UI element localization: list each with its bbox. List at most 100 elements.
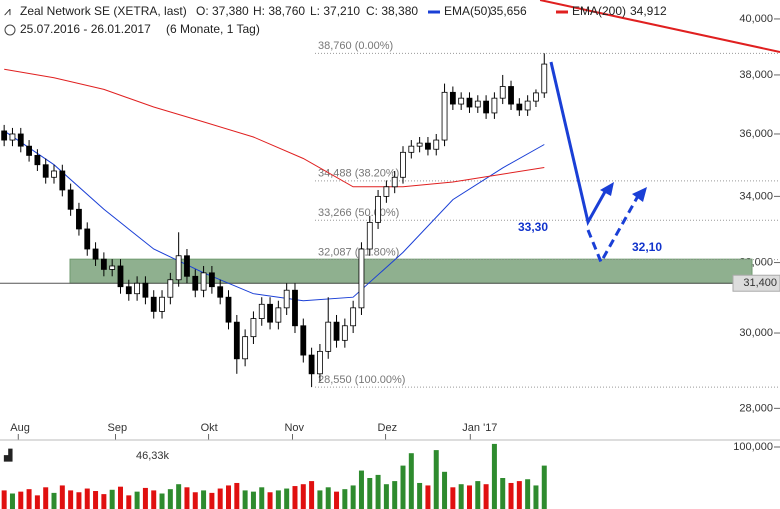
volume-bar	[425, 485, 431, 509]
candle-body	[17, 133, 24, 147]
candle-body	[283, 289, 290, 309]
volume-bar	[1, 490, 7, 509]
candle-body	[275, 307, 282, 323]
volume-bar	[267, 492, 273, 509]
volume-bar	[325, 487, 331, 509]
volume-bar	[375, 474, 381, 509]
volume-bar	[234, 482, 240, 509]
candle-body	[375, 195, 381, 223]
candle-body	[92, 248, 99, 260]
header-bg	[0, 0, 540, 38]
volume-bar	[18, 491, 24, 509]
volume-bar	[250, 491, 256, 509]
y-tick-label: 40,000	[739, 13, 773, 25]
fib-label: 33,266 (50.00%)	[318, 207, 399, 219]
volume-bar	[109, 489, 115, 509]
candle-body	[416, 142, 423, 147]
candle-body	[67, 189, 74, 210]
candle-body	[491, 97, 498, 114]
volume-bar	[300, 484, 306, 509]
volume-bar	[292, 486, 298, 509]
candle-body	[208, 272, 215, 288]
candle-body	[408, 145, 415, 153]
x-tick-label: Jan '17	[462, 422, 497, 434]
volume-label: 46,33k	[136, 450, 170, 462]
volume-bar	[201, 490, 207, 509]
volume-bar	[350, 485, 356, 509]
x-tick-label: Aug	[10, 422, 30, 434]
candle-body	[308, 354, 315, 375]
y-tick-label: 30,000	[739, 327, 773, 339]
volume-bar	[51, 492, 57, 509]
candle-body	[1, 130, 8, 141]
volume-bar	[217, 488, 223, 509]
trend-line	[539, 0, 780, 53]
icon: ⩘	[4, 4, 11, 18]
candle-body	[159, 296, 165, 312]
candle-body	[225, 296, 232, 323]
legend-value: 35,656	[490, 4, 527, 18]
x-tick-label: Dez	[378, 422, 398, 434]
volume-bar	[466, 485, 472, 509]
candle-body	[200, 272, 207, 291]
candle-body	[325, 321, 332, 352]
candle-body	[383, 186, 390, 197]
annotation: 33,30	[518, 220, 548, 234]
candle-body	[51, 170, 57, 178]
volume-bar	[34, 495, 40, 509]
candle-body	[76, 208, 82, 230]
candle-body	[474, 100, 481, 108]
ema-line	[3, 130, 545, 302]
volume-bar	[475, 481, 481, 509]
candle-body	[449, 91, 456, 105]
candle-body	[26, 145, 32, 156]
volume-bar	[342, 489, 348, 509]
candle-body	[9, 133, 16, 141]
candle-body	[433, 139, 440, 150]
volume-bar	[367, 478, 373, 509]
header-value: C: 38,380	[366, 4, 418, 18]
volume-bar	[134, 491, 140, 509]
candle-body	[533, 92, 539, 102]
volume-panel: 100,000 46,33k	[1, 441, 780, 509]
candle-body	[34, 155, 41, 166]
candle-body	[441, 91, 448, 141]
volume-bar	[84, 488, 90, 509]
volume-bar	[159, 493, 165, 509]
projection-arrow-dashed	[586, 195, 640, 266]
volume-bar	[209, 492, 215, 509]
volume-bar	[516, 481, 522, 509]
candle-body	[175, 255, 182, 281]
candle-body	[425, 142, 431, 150]
volume-bar	[309, 481, 315, 509]
volume-bar	[151, 490, 157, 509]
y-tick-label: 100,000	[733, 441, 773, 453]
candle-body	[458, 97, 465, 105]
volume-bar	[9, 493, 15, 509]
candle-body	[242, 336, 249, 360]
volume-bar	[392, 481, 398, 509]
candle-body	[217, 286, 224, 298]
volume-bar	[284, 488, 290, 509]
y-tick-label: 38,000	[739, 69, 773, 81]
x-tick-label: Nov	[284, 422, 304, 434]
candle-body	[358, 248, 365, 309]
candle-body	[400, 151, 406, 178]
volume-bar	[242, 490, 248, 509]
candle-body	[42, 164, 49, 178]
candle-body	[366, 221, 373, 250]
annotation: 32,10	[632, 240, 662, 254]
candle-body	[142, 282, 149, 298]
volume-bar	[43, 487, 49, 509]
plot	[1, 53, 548, 388]
volume-bar	[483, 484, 489, 509]
candle-body	[499, 86, 506, 99]
candle-body	[184, 255, 190, 277]
volume-bar	[508, 482, 514, 509]
volume-bar	[442, 471, 448, 509]
header-value: H: 38,760	[253, 4, 305, 18]
candle-body	[117, 265, 124, 288]
candle-body	[516, 103, 523, 111]
candle-body	[134, 282, 141, 295]
volume-bar	[226, 485, 232, 509]
